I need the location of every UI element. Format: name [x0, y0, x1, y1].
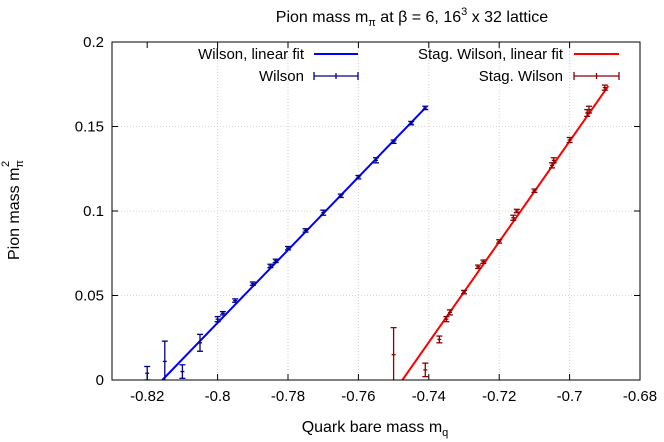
data-point: [249, 281, 256, 287]
y-tick-label: 0.1: [83, 203, 104, 220]
data-point: [390, 139, 397, 145]
x-axis-label: Quark bare mass mq: [302, 419, 449, 439]
series-stag-wilson-linear-fit: [401, 85, 610, 380]
grid: [112, 42, 640, 380]
data-point: [408, 120, 415, 126]
data-point: [320, 209, 327, 216]
data-point: [475, 264, 482, 270]
data-point: [566, 136, 573, 144]
data-point: [550, 157, 557, 164]
data-point: [461, 289, 467, 295]
y-axis-label-subscript: π: [14, 160, 26, 168]
data-point: [390, 326, 397, 380]
legend-item-stag-wilson: Stag. Wilson: [479, 68, 620, 85]
y-tick-label: 0.05: [75, 288, 104, 305]
data-point: [513, 208, 520, 214]
y-axis-label-main: Pion mass m: [6, 168, 23, 260]
data-point: [601, 84, 608, 91]
x-tick-label: -0.68: [623, 388, 657, 405]
y-tick-label: 0.2: [83, 34, 104, 51]
chart-title-tail: x 32 lattice: [467, 9, 548, 26]
chart-title-superscript: 3: [461, 6, 467, 18]
data-point: [510, 214, 517, 221]
data-point: [179, 364, 186, 379]
legend-item-stag-wilson-linear-fit: Stag. Wilson, linear fit: [418, 46, 619, 63]
data-point: [585, 105, 592, 114]
legend: Wilson, linear fit Wilson Stag. Wilson, li…: [198, 46, 620, 85]
data-point: [373, 157, 379, 164]
data-point: [302, 228, 309, 233]
series-stag-wilson: [390, 84, 608, 380]
axis-ticks: -0.82 -0.8 -0.78 -0.76 -0.74 -0.72 -0.7 -0.68 0 0…: [75, 34, 657, 405]
y-axis-label: Pion mass mπ2: [0, 160, 26, 260]
legend-label: Stag. Wilson, linear fit: [418, 46, 564, 63]
x-tick-label: -0.72: [482, 388, 516, 405]
data-point: [285, 245, 291, 251]
x-tick-label: -0.8: [205, 388, 231, 405]
legend-label: Wilson: [259, 68, 304, 85]
data-point: [272, 258, 279, 264]
data-point: [422, 362, 429, 378]
chart-title-subscript: π: [368, 17, 376, 29]
plot-series: [144, 84, 610, 380]
chart-title: Pion mass mπ at β = 6, 163 x 32 lattice: [276, 6, 548, 29]
data-point: [531, 188, 538, 194]
chart-title-middle: at β = 6, 16: [376, 9, 461, 26]
series-wilson-linear-fit: [161, 107, 426, 380]
x-tick-label: -0.78: [271, 388, 305, 405]
x-tick-label: -0.82: [130, 388, 164, 405]
data-point: [232, 298, 239, 303]
x-axis-label-main: Quark bare mass m: [302, 419, 442, 436]
data-point: [197, 333, 203, 352]
data-point: [161, 340, 168, 380]
series-wilson: [144, 105, 429, 380]
legend-item-wilson-linear-fit: Wilson, linear fit: [198, 46, 358, 63]
chart-title-main: Pion mass m: [276, 9, 368, 26]
legend-label: Wilson, linear fit: [198, 46, 305, 63]
data-point: [443, 315, 450, 323]
data-point: [355, 174, 362, 180]
x-tick-label: -0.74: [412, 388, 446, 405]
data-point: [337, 193, 344, 199]
legend-label: Stag. Wilson: [479, 68, 563, 85]
data-point: [422, 105, 429, 111]
data-point: [446, 309, 453, 316]
data-point: [267, 263, 274, 269]
x-tick-label: -0.7: [557, 388, 583, 405]
y-tick-label: 0.15: [75, 119, 104, 136]
x-axis-label-subscript: q: [442, 427, 448, 439]
data-point: [496, 239, 503, 244]
x-tick-label: -0.76: [341, 388, 375, 405]
data-point: [436, 335, 443, 344]
data-point: [214, 315, 221, 323]
y-axis-label-superscript: 2: [0, 161, 12, 167]
y-tick-label: 0: [96, 372, 104, 389]
data-point: [480, 259, 487, 265]
legend-item-wilson: Wilson: [259, 68, 359, 85]
data-point: [219, 310, 226, 316]
